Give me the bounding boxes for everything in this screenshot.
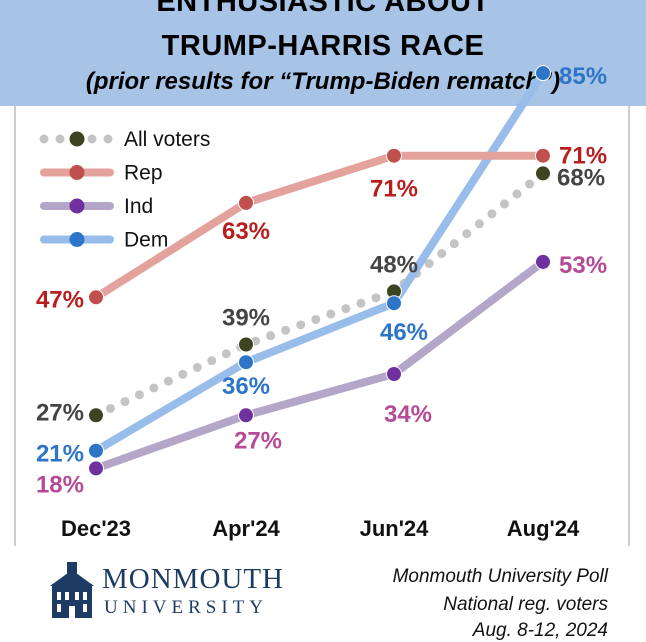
data-point-all-voters <box>88 407 104 424</box>
series-line-ind <box>92 257 547 473</box>
data-label-ind: 18% <box>36 471 84 498</box>
data-point-dem <box>535 65 551 82</box>
data-label-rep: 71% <box>370 176 418 203</box>
x-tick-label: Jun'24 <box>360 516 430 541</box>
data-point-rep <box>535 147 551 164</box>
series-line-dem <box>92 69 547 455</box>
series-line-rep <box>92 151 547 302</box>
data-point-all-voters <box>238 336 254 353</box>
source-line-2: National reg. voters <box>443 594 608 615</box>
data-point-rep <box>386 147 402 164</box>
chart-header: ENTHUSIASTIC ABOUT TRUMP-HARRIS RACE (pr… <box>0 0 646 106</box>
legend-label-dem: Dem <box>124 229 168 252</box>
data-point-ind <box>535 253 551 270</box>
x-tick-label: Dec'23 <box>61 516 131 541</box>
chart-title-line1: ENTHUSIASTIC ABOUT <box>156 0 490 18</box>
plot-frame <box>14 106 630 546</box>
data-label-dem: 85% <box>559 63 607 90</box>
data-label-dem: 36% <box>222 373 270 400</box>
legend-label-ind: Ind <box>124 195 153 218</box>
data-point-ind <box>238 407 254 424</box>
x-tick-label: Aug'24 <box>507 516 580 541</box>
data-point-all-voters <box>535 165 551 182</box>
data-label-all-voters: 48% <box>370 251 418 278</box>
data-point-dem <box>386 295 402 312</box>
data-label-rep: 71% <box>559 143 607 170</box>
legend-marker-all-voters <box>69 131 85 147</box>
data-label-ind: 27% <box>234 427 282 454</box>
university-building-icon <box>50 562 94 618</box>
legend-label-rep: Rep <box>124 162 163 185</box>
data-point-rep <box>88 289 104 306</box>
legend-marker-rep <box>69 165 85 180</box>
data-point-ind <box>88 460 104 477</box>
data-label-dem: 21% <box>36 441 84 468</box>
source-line-3: Aug. 8-12, 2024 <box>472 620 608 641</box>
data-label-ind: 53% <box>559 252 607 279</box>
data-label-dem: 46% <box>380 319 428 346</box>
legend-marker-ind <box>69 198 85 214</box>
legend-label-all-voters: All voters <box>124 128 210 151</box>
data-point-rep <box>238 194 254 211</box>
data-point-dem <box>88 442 104 459</box>
data-label-rep: 47% <box>36 286 84 313</box>
data-point-ind <box>386 366 402 382</box>
data-label-all-voters: 68% <box>557 164 605 191</box>
x-tick-label: Apr'24 <box>212 516 280 541</box>
university-logo-sub: UNIVERSITY <box>104 597 268 618</box>
data-label-ind: 34% <box>384 401 432 428</box>
data-label-rep: 63% <box>222 218 270 245</box>
data-label-all-voters: 27% <box>36 399 84 426</box>
data-point-dem <box>238 354 254 371</box>
university-logo-name: MONMOUTH <box>102 563 284 595</box>
source-line-1: Monmouth University Poll <box>392 566 608 587</box>
chart-subtitle: (prior results for “Trump-Biden rematch”… <box>85 68 561 95</box>
legend-marker-dem <box>69 232 85 247</box>
series-line-all-voters <box>91 168 548 420</box>
data-label-all-voters: 39% <box>222 305 270 332</box>
chart-title-line2: TRUMP-HARRIS RACE <box>161 30 485 62</box>
